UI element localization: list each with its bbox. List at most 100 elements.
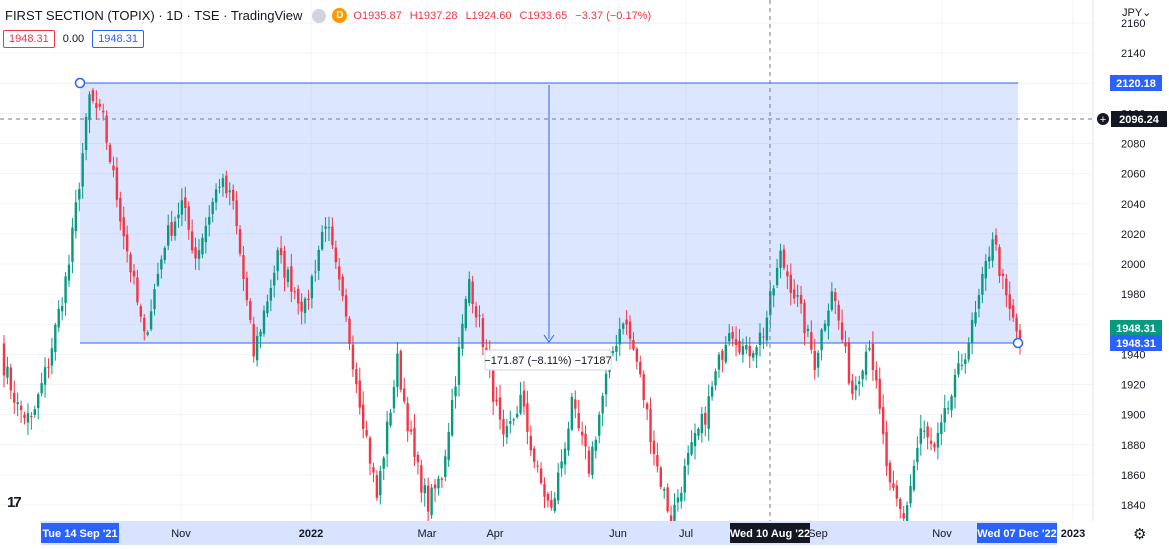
- candle: [933, 441, 936, 452]
- candle: [259, 328, 262, 349]
- candle: [102, 103, 105, 121]
- candle: [594, 436, 598, 459]
- candle: [37, 392, 40, 420]
- candle: [957, 350, 960, 378]
- candle: [546, 491, 550, 508]
- currency-selector[interactable]: JPY⌄: [1122, 7, 1152, 19]
- candle: [881, 394, 885, 445]
- candle: [471, 275, 474, 314]
- candle: [320, 225, 324, 252]
- time-tick-label: Sep: [808, 528, 828, 540]
- time-axis[interactable]: Nov 2022 Mar Apr Jun Jul Sep Nov 2023 Tue 14 Sep…: [0, 521, 1169, 549]
- buy-price-button[interactable]: 1948.31: [92, 30, 144, 48]
- candle: [731, 326, 734, 347]
- candle: [156, 262, 160, 288]
- candle: [416, 451, 420, 475]
- gear-icon[interactable]: ⚙: [1133, 526, 1147, 543]
- candle: [303, 296, 307, 324]
- candle: [584, 425, 587, 460]
- measure-end-handle[interactable]: [1012, 337, 1024, 349]
- candle: [652, 430, 656, 466]
- candle: [782, 244, 786, 271]
- candle: [170, 210, 173, 242]
- candle: [255, 326, 259, 367]
- candle: [642, 370, 645, 408]
- candle: [9, 363, 13, 400]
- candle: [221, 173, 225, 197]
- time-tick-label: Nov: [932, 528, 952, 540]
- candle: [700, 407, 704, 443]
- candle: [946, 400, 950, 415]
- candle: [60, 297, 64, 321]
- candle: [474, 301, 478, 328]
- candle: [231, 184, 235, 210]
- candle: [977, 288, 981, 318]
- candle: [810, 320, 813, 354]
- candle: [762, 327, 765, 350]
- measure-label-box: −171.87 (−8.11%) −17187: [484, 349, 612, 371]
- symbol-title[interactable]: FIRST SECTION (TOPIX) · 1D · TSE · Tradi…: [5, 8, 303, 23]
- candle: [355, 362, 358, 394]
- candle: [553, 492, 556, 514]
- candle: [748, 337, 751, 368]
- price-axis[interactable]: 1840186018801900192019401960198020002020…: [1092, 0, 1169, 521]
- candle: [509, 410, 512, 434]
- candle: [153, 283, 156, 316]
- candle: [570, 392, 574, 432]
- candle: [249, 298, 252, 324]
- price-tick-label: 1840: [1121, 500, 1145, 512]
- candle: [310, 274, 314, 309]
- candle: [755, 344, 758, 368]
- candle: [604, 363, 608, 408]
- candle: [273, 265, 276, 298]
- candle: [793, 279, 796, 304]
- candle: [775, 258, 779, 288]
- price-tick-label: 1860: [1121, 470, 1145, 482]
- candle: [351, 335, 355, 377]
- candle: [864, 344, 868, 381]
- plus-circle-icon[interactable]: [1097, 113, 1109, 125]
- candle: [683, 458, 686, 502]
- candle: [991, 232, 994, 268]
- candle: [228, 182, 231, 206]
- candle: [892, 470, 895, 492]
- candle: [252, 316, 255, 363]
- candle: [502, 409, 505, 447]
- candle: [78, 182, 81, 212]
- time-tick-label: 2022: [299, 528, 323, 540]
- measure-start-handle[interactable]: [74, 77, 86, 89]
- candle: [64, 272, 67, 316]
- candle: [105, 110, 108, 150]
- candle: [1001, 268, 1005, 290]
- candle: [970, 312, 974, 355]
- candle: [50, 337, 54, 375]
- candle: [403, 377, 406, 404]
- candle: [981, 266, 984, 304]
- candle: [122, 206, 125, 250]
- candle: [680, 487, 683, 509]
- candle: [765, 310, 769, 347]
- candle: [799, 285, 803, 314]
- svg-text:Tue 14 Sep '21: Tue 14 Sep '21: [42, 528, 117, 540]
- candle: [686, 445, 690, 476]
- candle: [772, 285, 775, 308]
- candle: [399, 349, 403, 393]
- crosshair-price-label: + 2096.24: [1097, 111, 1167, 127]
- svg-text:+: +: [1100, 114, 1106, 126]
- candle: [324, 217, 327, 242]
- candle: [994, 228, 998, 251]
- sell-price-button[interactable]: 1948.31: [3, 30, 55, 48]
- price-tick-label: 1940: [1121, 349, 1145, 361]
- candle: [988, 246, 991, 269]
- candle: [827, 303, 830, 340]
- candle: [450, 388, 454, 438]
- high-value: H1937.28: [409, 9, 458, 22]
- delayed-data-badge[interactable]: D: [332, 8, 348, 23]
- tradingview-logo-icon[interactable]: 17: [7, 494, 22, 511]
- candle: [717, 352, 721, 379]
- candle: [574, 390, 577, 419]
- eye-icon[interactable]: [312, 8, 327, 23]
- candle: [409, 420, 413, 435]
- candle: [840, 309, 844, 344]
